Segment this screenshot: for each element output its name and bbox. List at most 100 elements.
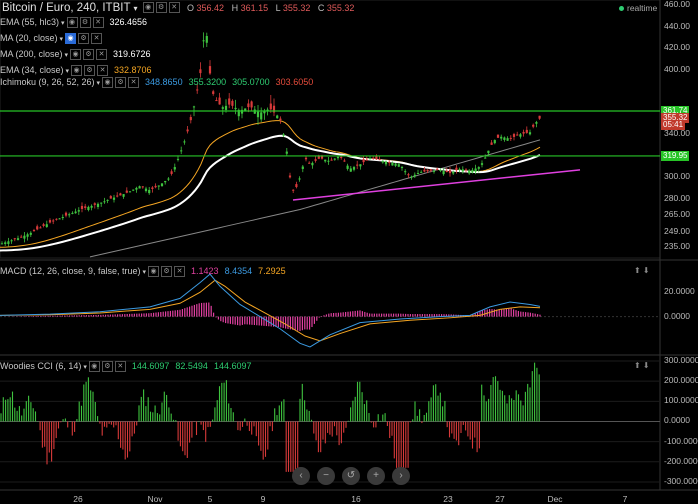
settings-icon[interactable]: ⚙ xyxy=(101,361,113,373)
ma200-line xyxy=(89,139,541,258)
candle-body xyxy=(474,168,477,172)
close-icon[interactable]: ✕ xyxy=(168,2,180,14)
price-axis-tick: 460.00 xyxy=(664,0,690,10)
indicator-dropdown-icon[interactable]: ▾ xyxy=(81,364,87,371)
time-axis-tick: 27 xyxy=(495,494,505,504)
candle-body xyxy=(317,156,320,159)
indicator-dropdown-icon[interactable]: ▾ xyxy=(57,36,63,43)
candle-body xyxy=(295,184,298,188)
close-icon[interactable]: ✕ xyxy=(91,33,102,45)
settings-icon[interactable]: ⚙ xyxy=(79,17,91,29)
candle-body xyxy=(426,169,429,172)
candle-body xyxy=(96,203,100,207)
indicator-value: 326.4656 xyxy=(109,17,148,27)
visibility-icon[interactable]: ◉ xyxy=(65,33,76,45)
candle-body xyxy=(519,134,522,137)
visibility-icon[interactable]: ◉ xyxy=(142,2,154,14)
candle-body xyxy=(218,97,221,105)
legend-row[interactable]: EMA (34, close) ▾ ◉ ⚙ ✕ 332.8706 xyxy=(0,64,152,78)
candle-body xyxy=(461,169,464,172)
candle-body xyxy=(314,159,317,161)
cci-axis-tick: 300.0000 xyxy=(664,355,698,366)
indicator-label: Woodies CCI (6, 14) xyxy=(0,361,82,371)
candle-body xyxy=(272,105,276,113)
visibility-icon[interactable]: ◉ xyxy=(148,266,160,278)
candle-body xyxy=(509,137,512,139)
ohlc-o: O 356.42 xyxy=(187,3,225,13)
candle-body xyxy=(157,185,160,187)
candle-body xyxy=(68,214,71,216)
ohlc-h: H 361.15 xyxy=(231,3,269,13)
indicator-dropdown-icon[interactable]: ▾ xyxy=(94,80,101,87)
candle-body xyxy=(279,118,282,121)
legend-row[interactable]: EMA (55, hlc3) ▾ ◉ ⚙ ✕ 326.4656 xyxy=(0,16,147,30)
cci-axis-tick: -300.0000 xyxy=(664,475,698,486)
close-icon[interactable]: ✕ xyxy=(92,17,104,29)
visibility-icon[interactable]: ◉ xyxy=(71,65,82,77)
indicator-dropdown-icon[interactable]: ▾ xyxy=(140,269,147,276)
candle-body xyxy=(224,105,228,110)
candle-body xyxy=(100,202,103,204)
candle-body xyxy=(333,158,336,160)
close-icon[interactable]: ✕ xyxy=(174,266,186,278)
close-icon[interactable]: ✕ xyxy=(96,49,107,61)
time-axis-tick: 23 xyxy=(443,494,453,504)
settings-icon[interactable]: ⚙ xyxy=(84,65,95,77)
settings-icon[interactable]: ⚙ xyxy=(83,49,94,61)
candle-body xyxy=(423,169,426,172)
time-axis-tick: 7 xyxy=(622,494,628,504)
macd-pane-controls[interactable]: ⬆ ⬇ xyxy=(634,266,650,275)
legend-row[interactable]: MA (20, close) ▾ ◉ ⚙ ✕ xyxy=(0,32,102,46)
indicator-dropdown-icon[interactable]: ▾ xyxy=(62,52,68,59)
symbol-dropdown-icon[interactable]: ▾ xyxy=(133,4,138,13)
cci-pane-controls[interactable]: ⬆ ⬇ xyxy=(634,361,650,370)
reset-button[interactable]: ↺ xyxy=(342,467,360,485)
time-axis-tick: 9 xyxy=(260,494,266,504)
candle-body xyxy=(212,91,215,94)
candle-body xyxy=(391,162,394,166)
candle-body xyxy=(455,167,458,171)
settings-icon[interactable]: ⚙ xyxy=(78,33,89,45)
cci-legend-row[interactable]: Woodies CCI (6, 14) ▾ ◉ ⚙ ✕ 144.6097 82.5494 1… xyxy=(0,360,251,374)
visibility-icon[interactable]: ◉ xyxy=(88,361,100,373)
legend-row-ichimoku[interactable]: Ichimoku (9, 26, 52, 26) ▾ ◉ ⚙ ✕ 348.8650 355… xyxy=(0,76,313,90)
candle-body xyxy=(330,159,333,161)
settings-icon[interactable]: ⚙ xyxy=(155,2,167,14)
close-icon[interactable]: ✕ xyxy=(97,65,108,77)
scroll-right-button[interactable]: › xyxy=(392,467,410,485)
scroll-left-button[interactable]: ‹ xyxy=(292,467,310,485)
candle-body xyxy=(183,141,186,143)
indicator-dropdown-icon[interactable]: ▾ xyxy=(59,20,65,27)
legend-row[interactable]: MA (200, close) ▾ ◉ ⚙ ✕ 319.6726 xyxy=(0,48,151,62)
candle-body xyxy=(285,151,288,154)
zoom-out-button[interactable]: − xyxy=(317,467,335,485)
macd-legend-row[interactable]: MACD (12, 26, close, 9, false, true) ▾ ◉ ⚙… xyxy=(0,265,286,279)
indicator-value: 82.5494 xyxy=(175,361,208,371)
candle-body xyxy=(439,169,442,171)
price-axis-tick: 400.00 xyxy=(664,63,690,74)
candle-body xyxy=(320,156,324,159)
settings-icon[interactable]: ⚙ xyxy=(115,77,127,89)
price-tag: 05:41 xyxy=(661,119,686,130)
candle-body xyxy=(48,220,52,223)
candle-body xyxy=(484,157,487,159)
candle-body xyxy=(132,189,135,191)
close-icon[interactable]: ✕ xyxy=(128,77,140,89)
indicator-value: 144.6097 xyxy=(213,361,252,371)
settings-icon[interactable]: ⚙ xyxy=(161,266,173,278)
indicator-dropdown-icon[interactable]: ▾ xyxy=(63,68,69,75)
candle-body xyxy=(196,89,199,91)
candle-body xyxy=(84,206,87,208)
zoom-in-button[interactable]: + xyxy=(367,467,385,485)
visibility-icon[interactable]: ◉ xyxy=(66,17,78,29)
candle-body xyxy=(276,115,279,119)
candle-body xyxy=(400,167,404,169)
candle-body xyxy=(365,159,368,161)
visibility-icon[interactable]: ◉ xyxy=(102,77,114,89)
close-icon[interactable]: ✕ xyxy=(114,361,126,373)
symbol-title[interactable]: Bitcoin / Euro, 240, ITBIT ▾ ◉ ⚙ ✕ xyxy=(2,2,180,14)
candle-body xyxy=(477,167,480,169)
visibility-icon[interactable]: ◉ xyxy=(70,49,81,61)
realtime-dot-icon xyxy=(619,6,624,12)
